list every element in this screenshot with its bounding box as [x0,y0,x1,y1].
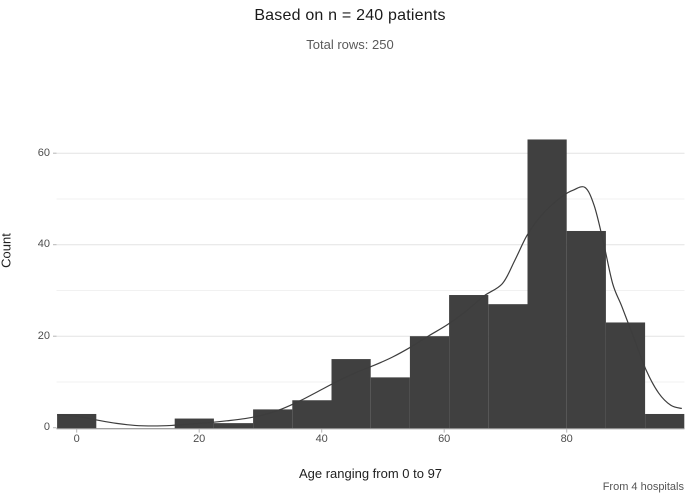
y-tick-label: 40 [37,238,50,251]
histogram-bar [449,295,489,429]
histogram-bar [331,359,371,429]
chart-caption: From 4 hospitals [602,481,684,493]
histogram-bar [605,322,646,429]
histogram-bar [645,413,685,429]
histogram-bar [213,423,254,429]
histogram-bar [253,409,293,429]
chart-subtitle: Total rows: 250 [306,37,394,52]
y-tick-label: 60 [37,146,50,159]
histogram-bar [566,230,606,429]
x-tick-label: 0 [73,433,80,445]
histogram-bar [488,304,528,429]
y-tick-label: 0 [43,421,50,434]
histogram-bar [370,377,410,429]
histogram-bar [409,336,450,429]
y-tick-label: 20 [37,329,50,342]
x-tick-label: 60 [438,433,451,445]
x-tick-label: 20 [193,433,206,445]
y-axis-title: Count [0,233,14,268]
x-tick-label: 40 [315,433,328,445]
histogram-bar [527,139,567,429]
x-axis-title: Age ranging from 0 to 97 [298,466,443,481]
histogram-bar [292,400,332,429]
chart-title: Based on n = 240 patients [254,7,446,24]
x-tick-label: 80 [560,433,573,445]
density-curve [57,186,683,427]
